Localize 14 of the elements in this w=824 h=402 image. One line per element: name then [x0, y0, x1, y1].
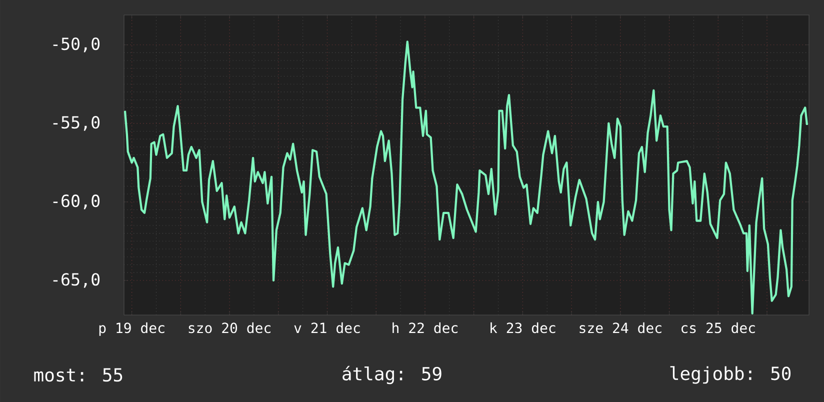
x-tick-label: cs 25 dec	[682, 322, 755, 334]
x-tick-label: h 22 dec	[392, 322, 458, 334]
x-tick-label: p 19 dec	[99, 322, 164, 336]
y-tick-label: -55,0	[53, 116, 100, 131]
text: legjobb: 50	[670, 366, 791, 384]
x-tick-label: szo 20 dec	[188, 322, 270, 334]
text: átlag: 59	[342, 366, 442, 384]
y-tick-label: -60,0	[53, 194, 100, 210]
x-tick-label: k 23 dec	[490, 322, 556, 334]
x-tick-label: sze 24 dec	[580, 322, 662, 334]
y-tick-label: -65,0	[53, 273, 100, 288]
y-tick-label: -50,0	[53, 37, 100, 52]
x-tick-label: v 21 dec	[294, 322, 360, 334]
text: most: 55	[34, 368, 122, 382]
